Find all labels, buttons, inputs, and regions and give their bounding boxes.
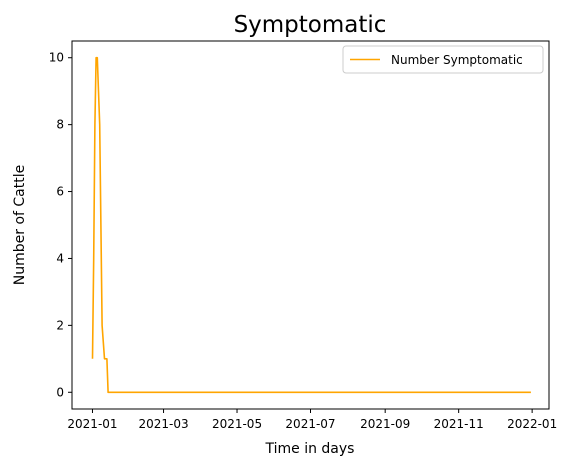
x-axis-label: Time in days bbox=[265, 441, 355, 457]
legend: Number Symptomatic bbox=[342, 45, 544, 74]
y-tick-label: 8 bbox=[56, 118, 64, 132]
x-tick-label: 2021-05 bbox=[212, 417, 262, 431]
y-tick-label: 10 bbox=[49, 51, 64, 65]
legend-box bbox=[342, 45, 544, 74]
x-tick-label: 2021-07 bbox=[285, 417, 335, 431]
x-tick-label: 2021-09 bbox=[360, 417, 410, 431]
x-tick-label: 2021-03 bbox=[138, 417, 188, 431]
x-axis: 2021-01 2021-03 2021-05 2021-07 2021-09 2021-… bbox=[67, 409, 557, 431]
series-line-number-symptomatic bbox=[91, 56, 531, 394]
y-axis-label: Number of Cattle bbox=[12, 165, 28, 285]
chart-title: Symptomatic bbox=[234, 12, 387, 38]
x-tick-label: 2022-01 bbox=[507, 417, 557, 431]
y-axis: 0 2 4 6 8 10 bbox=[49, 51, 72, 399]
y-tick-label: 4 bbox=[56, 251, 64, 265]
y-tick-label: 2 bbox=[56, 318, 64, 332]
y-tick-label: 0 bbox=[56, 385, 64, 399]
y-tick-label: 6 bbox=[56, 185, 64, 199]
legend-label: Number Symptomatic bbox=[391, 53, 523, 67]
x-tick-label: 2021-01 bbox=[67, 417, 117, 431]
x-tick-label: 2021-11 bbox=[434, 417, 484, 431]
plot-area bbox=[91, 56, 531, 394]
